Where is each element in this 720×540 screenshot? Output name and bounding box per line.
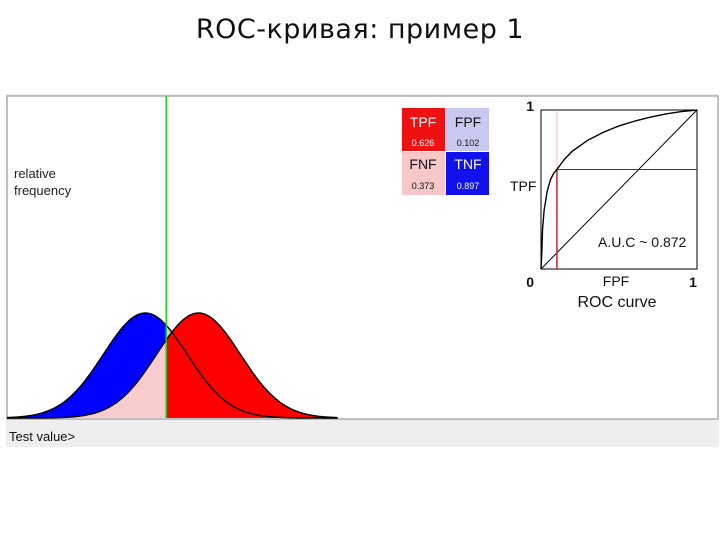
true-negative-area [7, 313, 167, 418]
y-axis-label-line1: relative [14, 166, 56, 181]
roc-inset: 1 0 1 TPF FPF A.U.C ~ 0.872 ROC curve [510, 98, 698, 311]
fpf-cell [446, 108, 489, 151]
fnf-label: FNF [409, 156, 436, 172]
roc-x-axis-label: FPF [603, 273, 629, 289]
tpf-label: TPF [410, 114, 436, 130]
false-negative-area [7, 339, 167, 418]
fraction-table: TPF 0.626 FPF 0.102 FNF 0.373 TNF 0.897 [402, 108, 489, 195]
tpf-cell [402, 108, 445, 151]
roc-y-axis-label: TPF [510, 178, 536, 194]
slide-title: ROC-кривая: пример 1 [195, 14, 525, 45]
tnf-value: 0.897 [457, 181, 480, 191]
roc-x-max-label: 1 [689, 274, 697, 290]
distribution-curves [7, 96, 338, 419]
true-positive-area [166, 313, 338, 418]
fpf-value: 0.102 [457, 138, 480, 148]
y-axis-label-line2: frequency [14, 183, 72, 198]
roc-y-max-label: 1 [526, 98, 534, 114]
tnf-label: TNF [454, 156, 481, 172]
roc-diagonal [540, 109, 698, 270]
fnf-value: 0.373 [412, 181, 435, 191]
tnf-cell [446, 152, 489, 195]
roc-x-min-label: 0 [526, 274, 534, 290]
roc-curve [540, 109, 698, 270]
positive-distribution-curve [7, 312, 338, 419]
x-axis-label: Test value> [9, 429, 75, 444]
fnf-cell [402, 152, 445, 195]
tpf-value: 0.626 [412, 138, 435, 148]
roc-title: ROC curve [577, 294, 656, 311]
auc-label: A.U.C ~ 0.872 [598, 234, 687, 250]
fpf-label: FPF [455, 114, 481, 130]
